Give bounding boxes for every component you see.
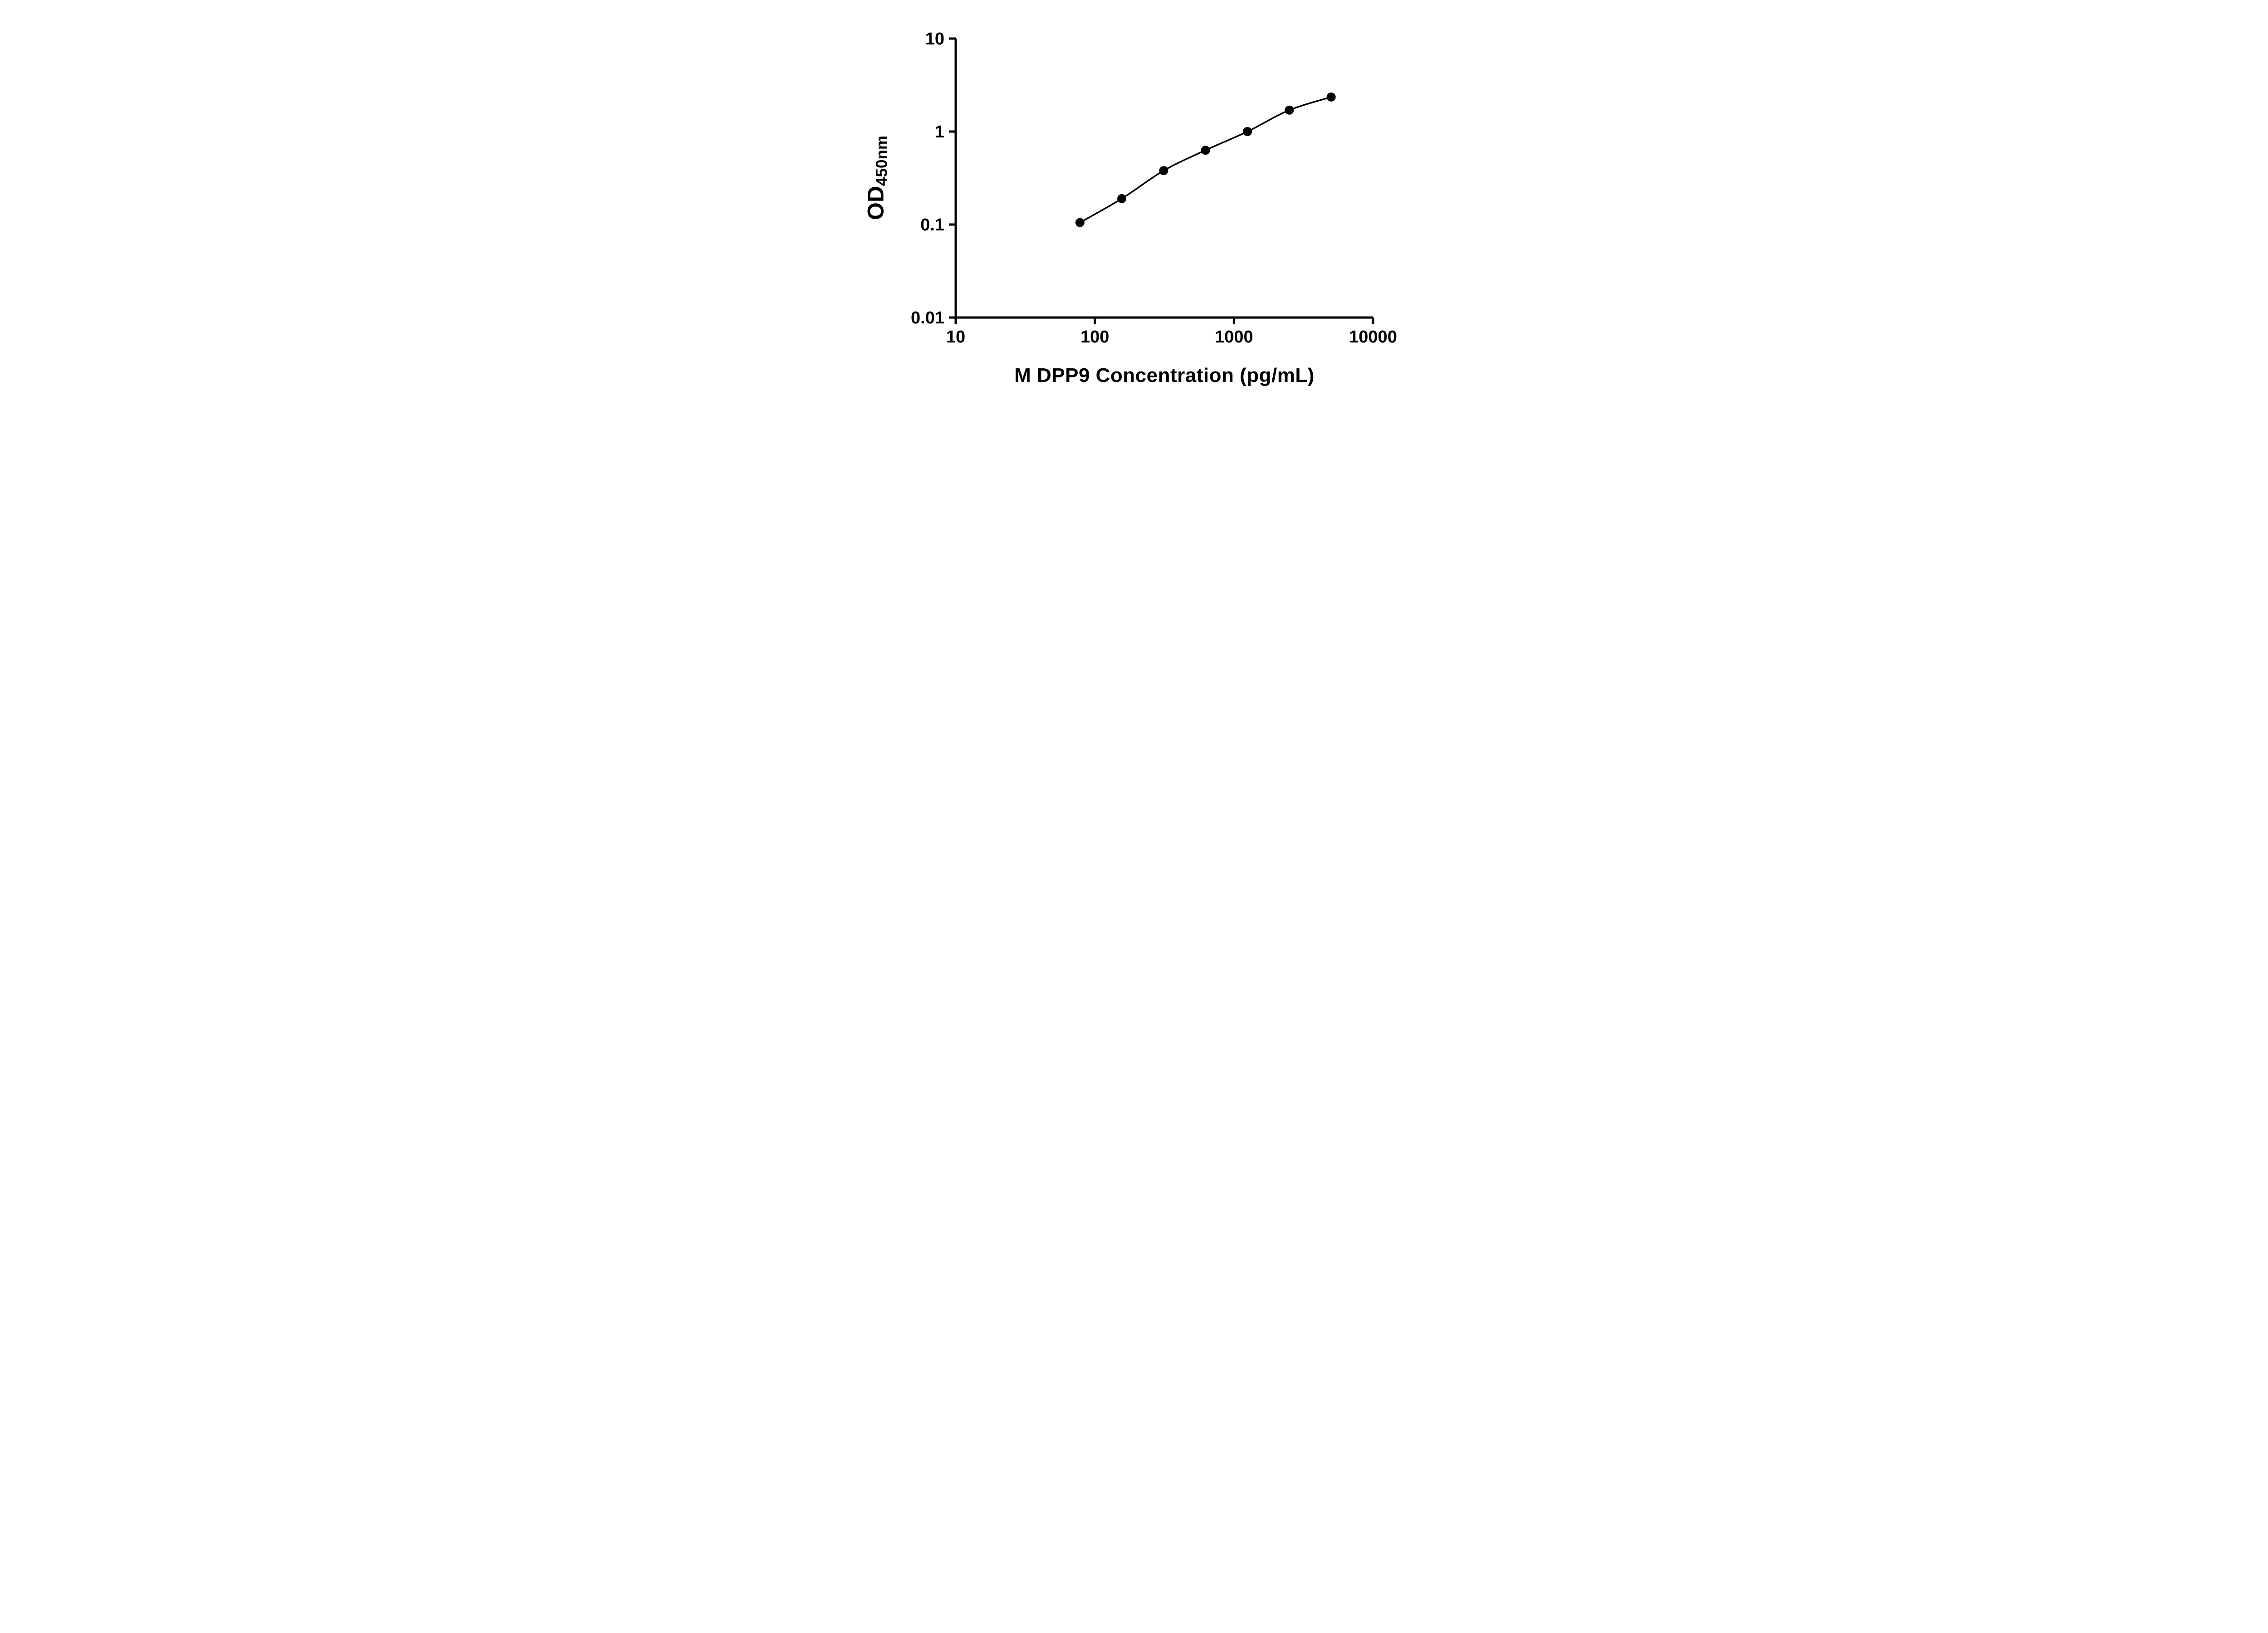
- y-axis-tick-label: 0.1: [920, 215, 944, 235]
- data-point: [1201, 146, 1210, 155]
- x-axis-tick-label: 100: [1080, 328, 1109, 347]
- x-axis-title: M DPP9 Concentration (pg/mL): [1014, 364, 1315, 386]
- y-axis-title-subscript: 450nm: [873, 136, 891, 186]
- standard-curve-line: [1079, 96, 1332, 224]
- y-axis-title: OD450nm: [863, 136, 891, 220]
- axes-frame: [954, 39, 1373, 319]
- data-point: [1326, 92, 1336, 102]
- y-axis-tick-label: 10: [925, 29, 944, 49]
- x-axis-tick-label: 10000: [1349, 328, 1397, 347]
- data-point: [1159, 166, 1168, 176]
- chart-canvas: 10 100 1000 10000 0.01 0.1 1 10: [911, 29, 1397, 347]
- data-point: [1285, 105, 1294, 115]
- elisa-standard-curve-figure: 10 100 1000 10000 0.01 0.1 1 10 M DPP9 Concentr…: [842, 0, 1426, 408]
- y-axis-title-main: OD: [863, 186, 889, 220]
- x-axis-tick-label: 10: [946, 328, 965, 347]
- y-axis-tick-label: 1: [935, 122, 944, 142]
- x-axis-tick-label: 1000: [1215, 328, 1253, 347]
- data-point: [1117, 194, 1127, 203]
- data-point: [1075, 218, 1085, 227]
- data-point: [1243, 127, 1252, 136]
- y-axis-tick-label: 0.01: [911, 308, 944, 328]
